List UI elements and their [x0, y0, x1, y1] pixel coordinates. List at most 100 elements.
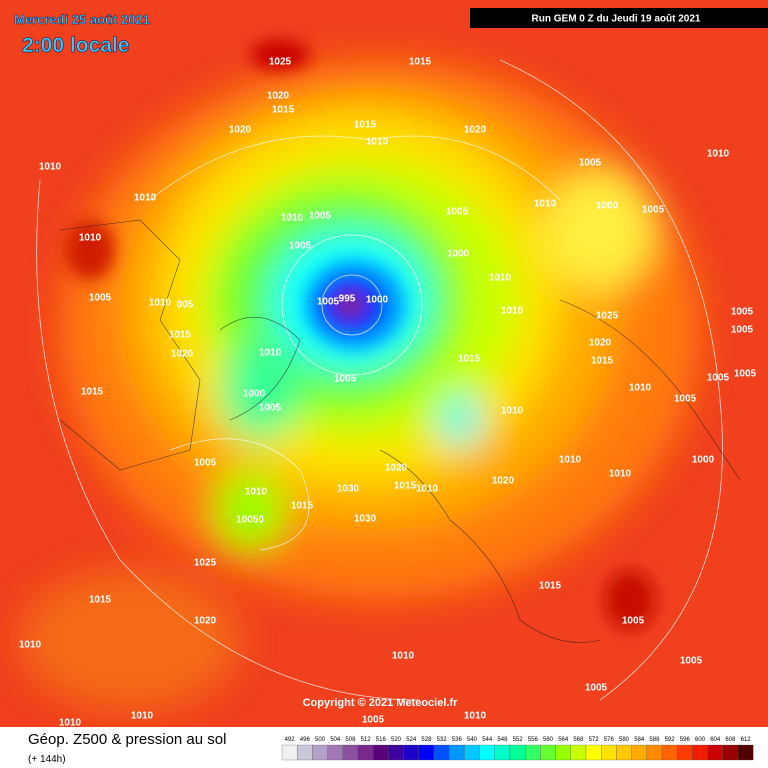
scale-swatch: [418, 744, 435, 761]
isobar-label: 1010: [501, 306, 524, 317]
scale-label: 588: [649, 737, 660, 743]
scale-label: 532: [437, 737, 448, 743]
isobar-label: 1020: [385, 463, 408, 474]
isobar-label: 1015: [591, 356, 614, 367]
isobar-label: 995: [339, 294, 356, 305]
scale-swatch: [433, 744, 450, 761]
scale-label: 516: [376, 737, 387, 743]
isobar-label: 1010: [245, 487, 268, 498]
isobar-label: 1005: [194, 458, 217, 469]
footer-title: Géop. Z500 & pression au sol: [28, 731, 226, 748]
isobar-label: 1000: [692, 455, 715, 466]
isobar-label: 1030: [354, 514, 377, 525]
isobar-label: 1010: [534, 199, 557, 210]
scale-swatch: [722, 744, 739, 761]
isobar-label: 1010: [149, 298, 172, 309]
isobar-label: 1010: [609, 469, 632, 480]
isobar-label: 1015: [394, 481, 417, 492]
isobar-label: 1000: [243, 389, 266, 400]
isobar-label: 1020: [194, 616, 217, 627]
scale-swatch: [692, 744, 708, 761]
isobar-label: 1025: [269, 57, 292, 68]
scale-label: 508: [345, 737, 356, 743]
scale-swatch: [403, 744, 419, 761]
date: Mercredi 25 août 2021: [14, 12, 150, 27]
isobar-label: 1000: [366, 295, 389, 306]
isobar-label: 1005: [680, 656, 703, 667]
field: [0, 0, 768, 727]
isobar-label: 1010: [416, 484, 439, 495]
scale-label: 548: [497, 737, 508, 743]
isobar-label: 1000: [596, 201, 619, 212]
isobar-label: 1010: [134, 193, 157, 204]
isobar-label: 1020: [589, 338, 612, 349]
scale-swatch: [312, 744, 328, 761]
isobar-label: 1015: [89, 595, 112, 606]
isobar-label: 1005: [317, 297, 340, 308]
scale-swatch: [281, 744, 298, 761]
scale-label: 568: [573, 737, 584, 743]
scale-swatch: [616, 744, 632, 761]
isobar-label: 1005: [259, 403, 282, 414]
scale-label: 560: [543, 737, 554, 743]
scale-swatch: [479, 744, 495, 761]
scale-swatch: [661, 744, 678, 761]
scale-label: 552: [513, 737, 524, 743]
isobar-label: 1010: [392, 651, 415, 662]
isobar-label: 1010: [559, 455, 582, 466]
isobar-label: 1010: [59, 718, 82, 729]
isobar-label: 1010: [259, 348, 282, 359]
isobar-label: 1015: [291, 501, 314, 512]
color-scale: 492 496 500 504 508 512 516 520 524 528 532 536 540 5…: [281, 737, 754, 761]
scale-swatch: [357, 744, 374, 761]
scale-swatch: [570, 744, 587, 761]
scale-swatch: [540, 744, 556, 761]
scale-label: 528: [421, 737, 432, 743]
isobar-label: 1020: [464, 125, 487, 136]
isobar-label: 1005: [309, 211, 332, 222]
scale-label: 500: [315, 737, 326, 743]
isobar-label: 1030: [337, 484, 360, 495]
scale-swatch: [631, 744, 647, 761]
isobar-label: 1005: [585, 683, 608, 694]
scale-label: 536: [452, 737, 463, 743]
scale-label: 604: [710, 737, 721, 743]
scale-swatch: [327, 744, 343, 761]
isobar-label: 1015: [272, 105, 295, 116]
isobar-label: 1010: [19, 640, 42, 651]
scale-label: 608: [725, 737, 736, 743]
isobar-label: 1015: [458, 354, 481, 365]
isobar-label: 1020: [171, 349, 194, 360]
isobar-label: 1005: [334, 374, 357, 385]
scale-swatch: [707, 744, 723, 761]
run-box: [470, 8, 768, 28]
scale-label: 572: [589, 737, 600, 743]
isobar-label: 1025: [596, 311, 619, 322]
scale-swatch: [601, 744, 617, 761]
isobar-label: 1005: [622, 616, 645, 627]
isobar-label: 1015: [169, 330, 192, 341]
scale-label: 564: [558, 737, 569, 743]
scale-label: 584: [634, 737, 645, 743]
scale-swatch: [646, 744, 663, 761]
isobar-label: 1015: [539, 581, 562, 592]
isobar-label: 1010: [501, 406, 524, 417]
isobar-label: 1005: [642, 205, 665, 216]
isobar-label: 1010: [366, 137, 389, 148]
isobar-label: 1005: [446, 207, 469, 218]
isobar-label: 10050: [236, 515, 264, 526]
scale-swatch: [342, 744, 359, 761]
scale-swatch: [737, 744, 754, 761]
scale-label: 592: [665, 737, 676, 743]
isobar-label: 1005: [674, 394, 697, 405]
scale-label: 544: [482, 737, 493, 743]
scale-label: 540: [467, 737, 478, 743]
scale-label: 580: [619, 737, 630, 743]
scale-swatch: [509, 744, 526, 761]
isobar-label: 1005: [731, 307, 754, 318]
scale-swatch: [677, 744, 693, 761]
isobar-label: 1005: [289, 241, 312, 252]
scale-label: 520: [391, 737, 402, 743]
